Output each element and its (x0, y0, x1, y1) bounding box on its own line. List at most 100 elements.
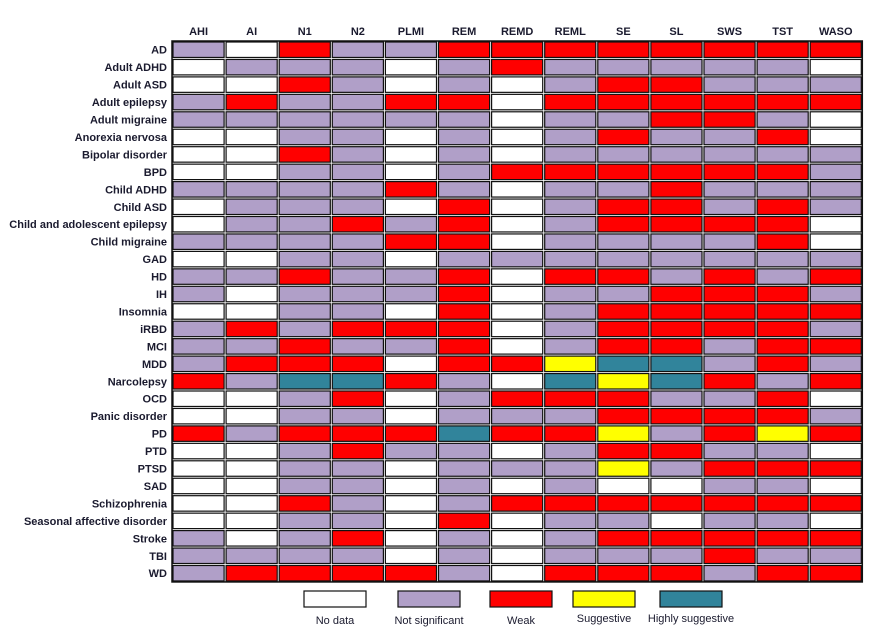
heatmap-cell (756, 529, 809, 547)
heatmap-cell (544, 564, 597, 582)
heatmap-cell (650, 460, 703, 477)
heatmap-cell (278, 58, 331, 76)
heatmap-cell (278, 111, 331, 128)
heatmap-cell (597, 355, 650, 373)
legend-swatch (397, 590, 461, 608)
heatmap-cell (597, 460, 650, 477)
heatmap-cell (437, 181, 491, 198)
heatmap-cell (278, 128, 331, 146)
heatmap-cell (703, 181, 756, 198)
heatmap-cell (756, 303, 809, 320)
heatmap-cell (331, 215, 384, 233)
heatmap-cell (544, 407, 597, 425)
heatmap-cell (225, 146, 278, 163)
heatmap-cell (172, 233, 225, 250)
column-label: N1 (298, 26, 312, 38)
heatmap-cell (544, 181, 597, 198)
row-label: MCI (147, 341, 167, 353)
heatmap-cell (172, 163, 225, 181)
heatmap-cell (331, 111, 384, 128)
heatmap-cell (172, 460, 225, 477)
heatmap-cell (544, 303, 597, 320)
heatmap-cell (384, 320, 438, 338)
row-label: Stroke (133, 533, 167, 545)
heatmap-cell (331, 495, 384, 512)
heatmap-cell (278, 41, 331, 59)
heatmap-cell (331, 58, 384, 76)
heatmap-cell (756, 111, 809, 128)
heatmap-cell (650, 338, 703, 355)
heatmap-cell (756, 41, 809, 59)
heatmap-cell (172, 111, 225, 128)
heatmap-cell (278, 407, 331, 425)
heatmap-cell (172, 355, 225, 373)
heatmap-cell (491, 128, 544, 146)
heatmap-cell (650, 268, 703, 285)
heatmap-cell (597, 111, 650, 128)
heatmap-cell (756, 163, 809, 181)
heatmap-cell (278, 163, 331, 181)
heatmap-cell (225, 372, 278, 390)
heatmap-cell (172, 41, 225, 59)
heatmap-cell (172, 181, 225, 198)
column-label: REM (452, 26, 476, 38)
heatmap-cell (225, 355, 278, 373)
heatmap-cell (756, 233, 809, 250)
heatmap-cell (809, 495, 862, 512)
heatmap-cell (331, 477, 384, 495)
heatmap-cell (650, 58, 703, 76)
heatmap-cell (278, 320, 331, 338)
heatmap-cell (650, 407, 703, 425)
row-label: Seasonal affective disorder (24, 516, 168, 528)
heatmap-cell (437, 233, 491, 250)
heatmap-cell (384, 76, 438, 93)
row-label: Adult ADHD (104, 62, 167, 74)
heatmap-cell (437, 477, 491, 495)
heatmap-cell (331, 285, 384, 303)
heatmap-cell (437, 93, 491, 111)
heatmap-cell (650, 547, 703, 565)
heatmap-cell (809, 529, 862, 547)
heatmap-cell (756, 512, 809, 530)
heatmap-cell (491, 495, 544, 512)
heatmap-cell (331, 181, 384, 198)
heatmap-cell (756, 285, 809, 303)
heatmap-cell (809, 547, 862, 565)
heatmap-cell (384, 529, 438, 547)
heatmap-cell (437, 58, 491, 76)
row-label: Adult epilepsy (92, 97, 168, 109)
heatmap-cell (809, 460, 862, 477)
heatmap-cell (225, 285, 278, 303)
heatmap-cell (491, 215, 544, 233)
heatmap-cell (437, 407, 491, 425)
heatmap-cell (756, 146, 809, 163)
heatmap-cell (756, 407, 809, 425)
heatmap-cell (437, 564, 491, 582)
row-label: PTSD (138, 464, 167, 476)
heatmap-cell (491, 477, 544, 495)
heatmap-cell (225, 128, 278, 146)
heatmap-cell (278, 460, 331, 477)
heatmap-cell (703, 233, 756, 250)
heatmap-cell (544, 495, 597, 512)
heatmap-cell (437, 285, 491, 303)
heatmap-cell (278, 372, 331, 390)
heatmap-cell (650, 285, 703, 303)
heatmap-cell (278, 338, 331, 355)
heatmap-cell (491, 407, 544, 425)
heatmap-cell (172, 268, 225, 285)
heatmap-cell (544, 146, 597, 163)
heatmap-cell (491, 372, 544, 390)
heatmap-cell (809, 477, 862, 495)
heatmap-cell (544, 58, 597, 76)
heatmap-cell (384, 425, 438, 442)
heatmap-cell (491, 285, 544, 303)
heatmap-cell (756, 372, 809, 390)
heatmap-cell (437, 442, 491, 460)
row-label: Child ADHD (105, 184, 167, 196)
heatmap-cell (225, 233, 278, 250)
heatmap-cell (331, 564, 384, 582)
heatmap-cell (650, 477, 703, 495)
heatmap-cell (278, 564, 331, 582)
heatmap-cell (756, 250, 809, 268)
